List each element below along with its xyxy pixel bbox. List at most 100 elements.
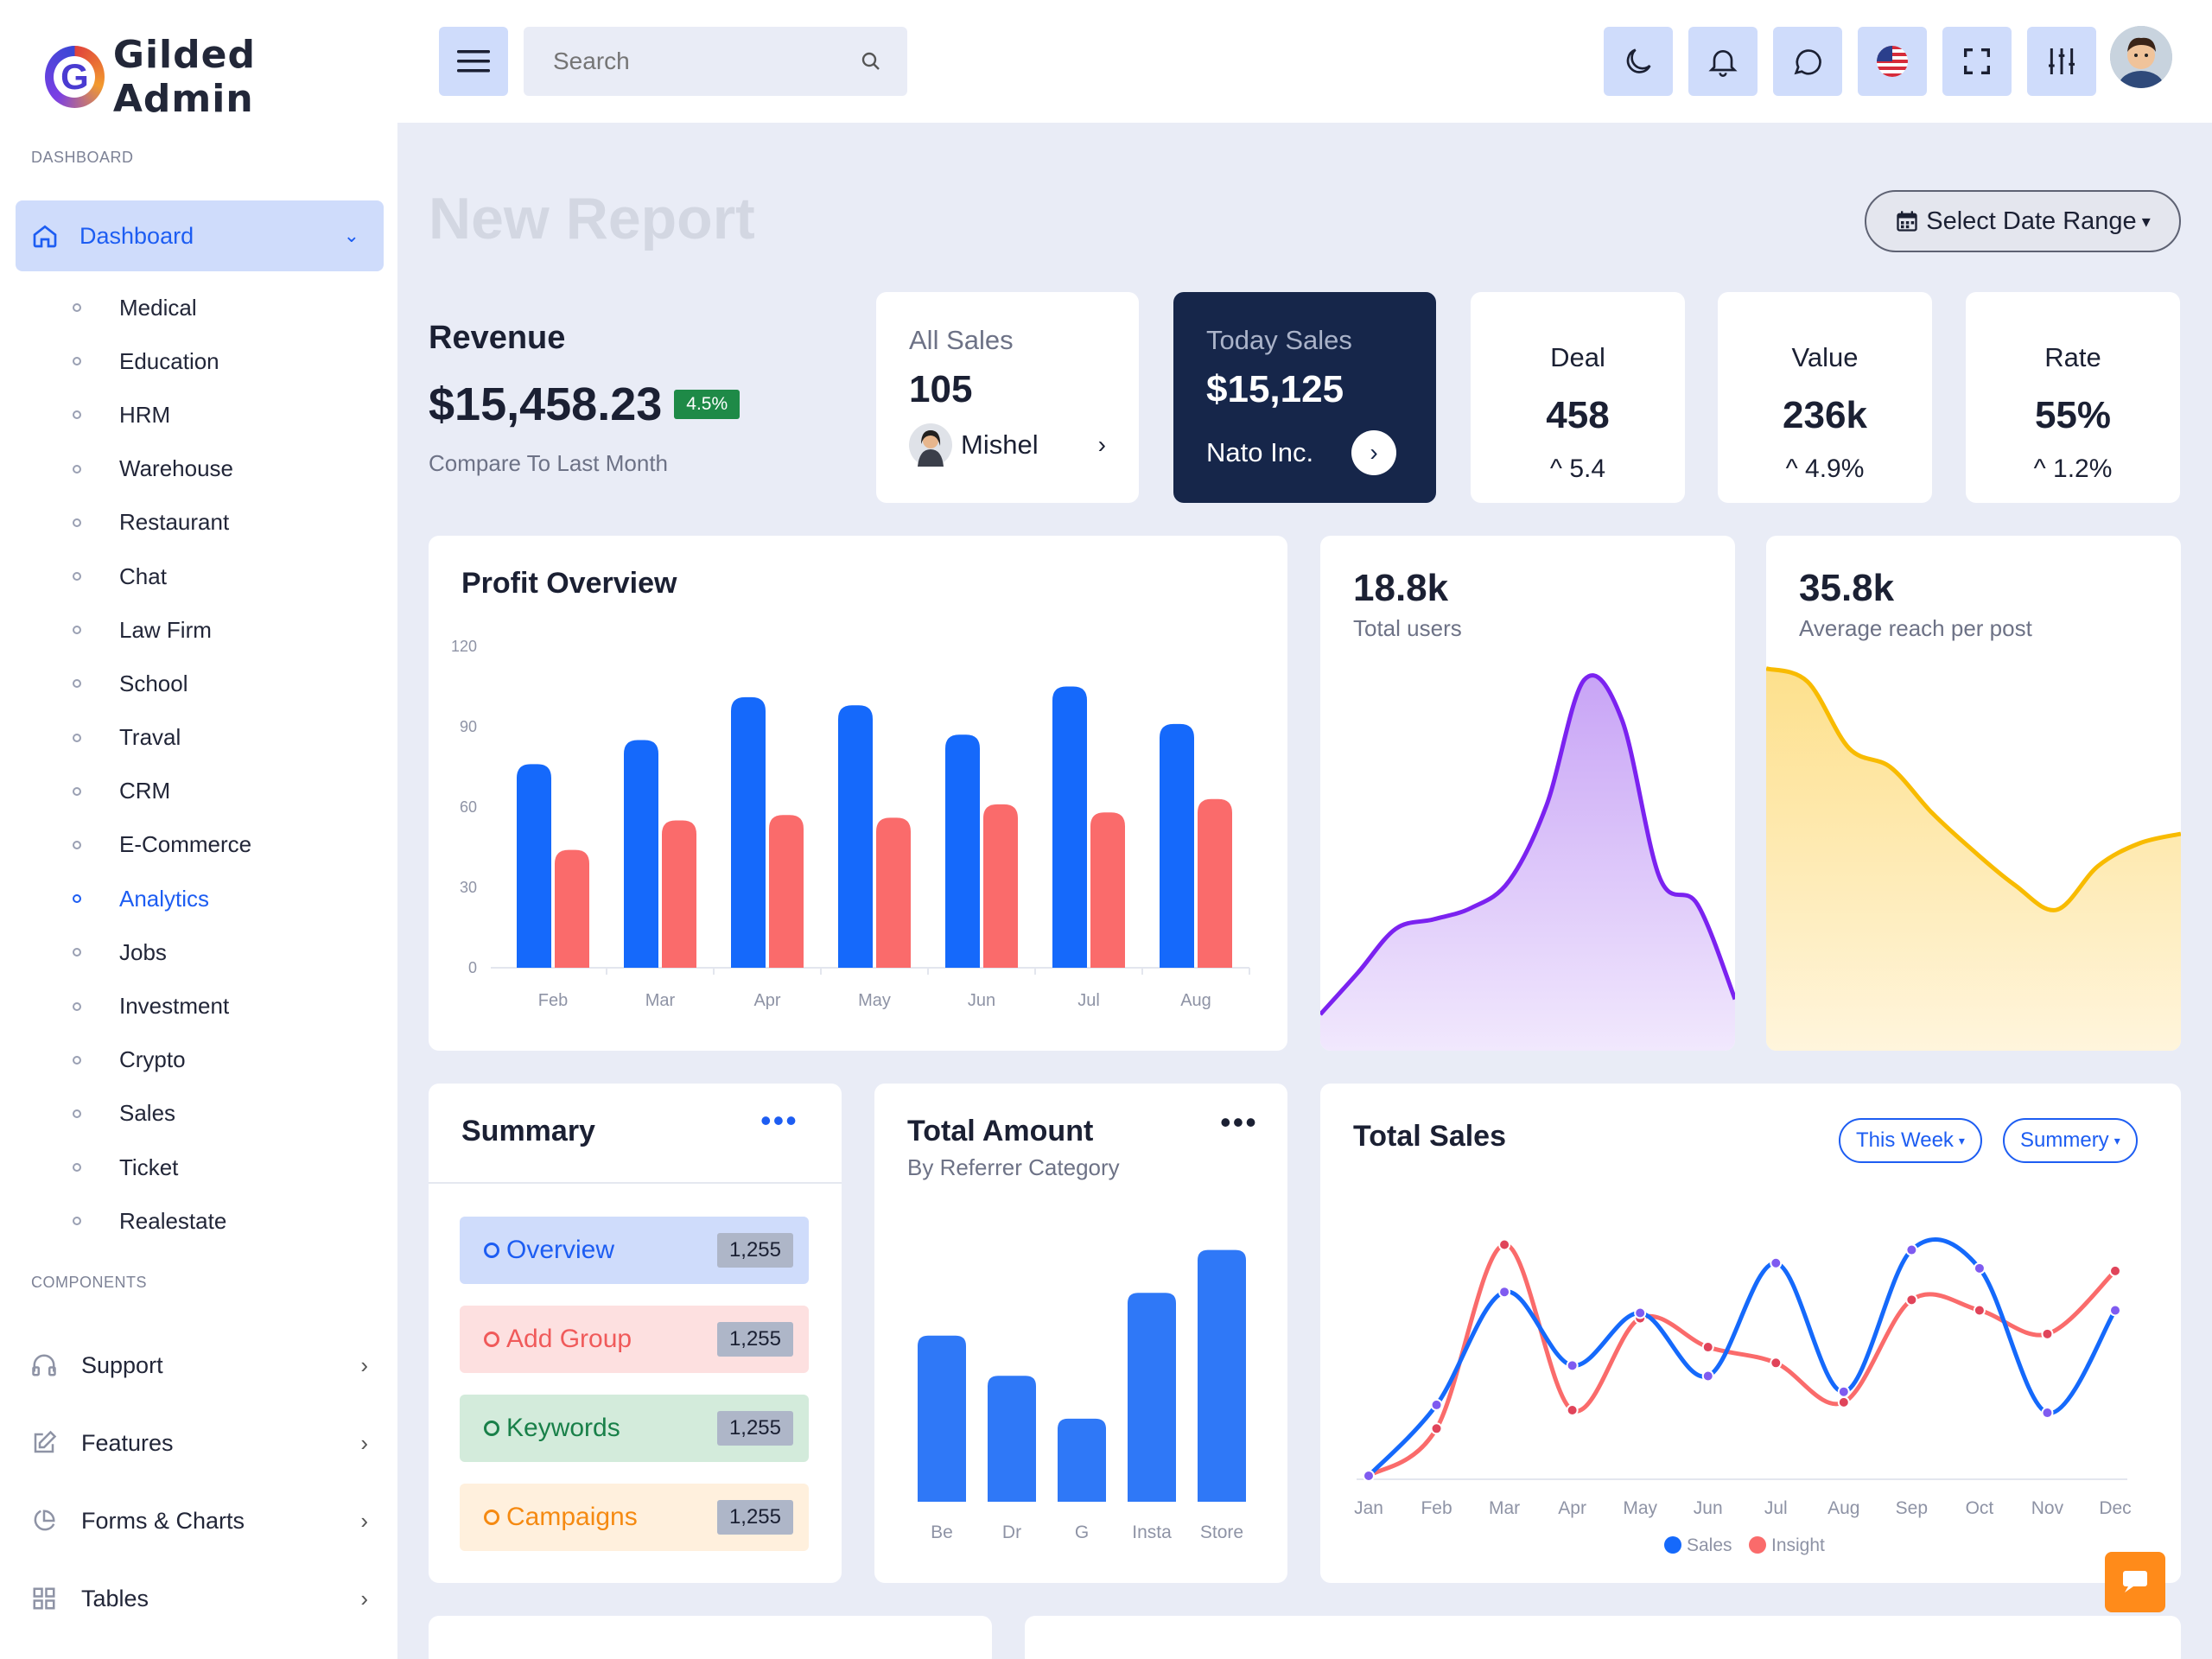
series-line-sales (1367, 1237, 2118, 1478)
revenue-title: Revenue (429, 320, 566, 356)
sidebar-subitem-sales[interactable]: Sales (73, 1087, 251, 1141)
circle-icon (484, 1510, 499, 1525)
fullscreen-icon (1964, 48, 1990, 74)
sidebar-subitem-label: Restaurant (119, 509, 230, 536)
x-tick-label: Mar (1489, 1498, 1520, 1518)
bullet-icon (73, 464, 81, 474)
sidebar-subitem-restaurant[interactable]: Restaurant (73, 496, 251, 550)
sidebar-subitem-jobs[interactable]: Jobs (73, 925, 251, 979)
bar-series-2 (662, 820, 696, 968)
sidebar-subitem-law-firm[interactable]: Law Firm (73, 603, 251, 657)
data-point-sales (1430, 1398, 1443, 1411)
date-range-button[interactable]: Select Date Range ▾ (1865, 190, 2181, 252)
grid-icon (33, 1587, 55, 1610)
more-options-icon[interactable]: ••• (760, 1103, 798, 1138)
sidebar-subitem-crypto[interactable]: Crypto (73, 1033, 251, 1087)
top-seller[interactable]: Mishel › (909, 423, 1139, 467)
divider (429, 1182, 842, 1184)
bullet-icon (73, 786, 81, 796)
sidebar-subitem-label: E-Commerce (119, 831, 252, 858)
more-options-icon[interactable]: ••• (1220, 1104, 1258, 1140)
reach-card: 35.8k Average reach per post (1766, 536, 2181, 1051)
sidebar-subitem-label: Sales (119, 1100, 176, 1127)
sidebar-item-dashboard[interactable]: Dashboard ⌄ (16, 200, 384, 271)
pie-chart-icon (34, 1510, 55, 1531)
messages-button[interactable] (1773, 27, 1842, 96)
sidebar-item-tables[interactable]: Tables › (31, 1560, 368, 1637)
stat-title: Deal (1550, 342, 1605, 372)
sidebar-subitem-investment[interactable]: Investment (73, 979, 251, 1033)
sidebar-subitem-medical[interactable]: Medical (73, 281, 251, 334)
this-week-dropdown[interactable]: This Week ▾ (1839, 1118, 1982, 1163)
sidebar-subitem-school[interactable]: School (73, 657, 251, 710)
x-tick-label: Dec (2099, 1498, 2131, 1518)
total-users-card: 18.8k Total users (1320, 536, 1735, 1051)
users-label: Total users (1353, 615, 1462, 641)
sidebar: G Gilded Admin DASHBOARD Dashboard ⌄ Med… (0, 0, 397, 1659)
summary-row-campaigns[interactable]: Campaigns 1,255 (460, 1484, 809, 1551)
x-tick-label: Aug (1827, 1498, 1859, 1518)
fullscreen-button[interactable] (1942, 27, 2012, 96)
sidebar-subitem-education[interactable]: Education (73, 334, 251, 388)
x-tick-label: G (1075, 1522, 1089, 1542)
bar-series-2 (1198, 798, 1232, 968)
sidebar-subitem-chat[interactable]: Chat (73, 550, 251, 603)
sidebar-item-forms-charts[interactable]: Forms & Charts › (31, 1482, 368, 1560)
search-input[interactable] (553, 48, 830, 75)
language-button[interactable] (1858, 27, 1927, 96)
profit-bar-chart: 0 30 60 90 120 Feb Mar Apr May Jun Jul Aug (451, 638, 1250, 1010)
bullet-icon (73, 357, 81, 366)
revenue-subtitle: Compare To Last Month (429, 450, 668, 476)
stat-value: 55% (2034, 394, 2112, 436)
search-box[interactable] (524, 27, 907, 96)
circle-icon (484, 1421, 499, 1436)
sidebar-subitem-label: Realestate (119, 1207, 227, 1234)
sidebar-item-features[interactable]: Features › (31, 1404, 368, 1482)
y-tick-label: 90 (460, 718, 477, 735)
sidebar-subitem-crm[interactable]: CRM (73, 765, 251, 818)
summary-row-add-group[interactable]: Add Group 1,255 (460, 1306, 809, 1373)
y-tick-label: 60 (460, 798, 477, 816)
users-area-line (1320, 673, 1735, 1016)
edit-icon (34, 1430, 57, 1453)
profit-overview-title: Profit Overview (461, 567, 677, 600)
person-avatar (909, 423, 952, 467)
sidebar-subitem-analytics[interactable]: Analytics (73, 872, 251, 925)
sidebar-item-support[interactable]: Support › (31, 1326, 368, 1404)
chevron-down-icon: ⌄ (343, 225, 359, 246)
sidebar-subitem-realestate[interactable]: Realestate (73, 1194, 251, 1248)
sidebar-subitem-warehouse[interactable]: Warehouse (73, 442, 251, 496)
sidebar-subitem-label: Ticket (119, 1154, 179, 1180)
bar-series-1 (731, 696, 766, 968)
summary-dropdown[interactable]: Summery ▾ (2003, 1118, 2138, 1163)
x-tick-label: Mar (645, 991, 676, 1010)
summary-row-overview[interactable]: Overview 1,255 (460, 1217, 809, 1284)
hamburger-icon (457, 50, 490, 73)
chevron-right-icon[interactable]: › (1351, 430, 1396, 475)
settings-button[interactable] (2027, 27, 2096, 96)
sidebar-subitem-label: Analytics (119, 885, 210, 912)
data-point-sales (1770, 1256, 1783, 1269)
amount-bar (1198, 1249, 1246, 1502)
chat-support-button[interactable] (2105, 1552, 2165, 1612)
data-point-sales (2109, 1304, 2121, 1317)
stat-value: 458 (1546, 394, 1610, 436)
sidebar-subitem-e-commerce[interactable]: E-Commerce (73, 818, 251, 872)
user-avatar[interactable] (2110, 26, 2172, 88)
sidebar-subitem-ticket[interactable]: Ticket (73, 1141, 251, 1194)
sidebar-subitem-traval[interactable]: Traval (73, 711, 251, 765)
chevron-right-icon: › (360, 1351, 368, 1378)
sidebar-subitem-hrm[interactable]: HRM (73, 388, 251, 442)
bullet-icon (73, 1109, 81, 1118)
all-sales-value: 105 (909, 368, 973, 410)
dark-mode-button[interactable] (1604, 27, 1673, 96)
x-tick-label: Feb (1421, 1498, 1452, 1518)
menu-toggle-button[interactable] (439, 27, 508, 96)
summary-card: Summary ••• Overview 1,255 Add Group 1,2… (429, 1084, 842, 1583)
notifications-button[interactable] (1688, 27, 1758, 96)
brand-logo[interactable]: G Gilded Admin (45, 33, 397, 121)
x-tick-label: Jan (1354, 1498, 1383, 1518)
bar-series-1 (945, 734, 980, 968)
bullet-icon (73, 1001, 81, 1011)
summary-row-keywords[interactable]: Keywords 1,255 (460, 1395, 809, 1462)
